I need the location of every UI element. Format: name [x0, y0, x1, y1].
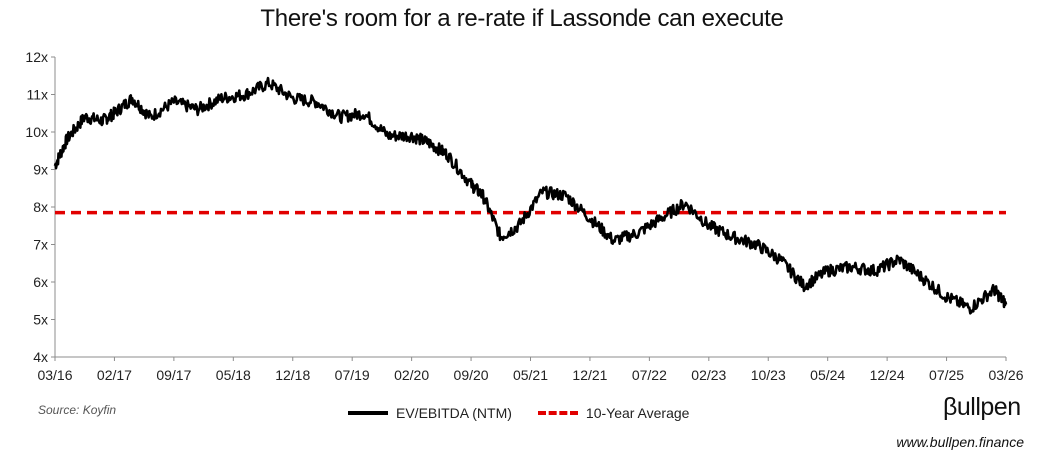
x-axis-ticks: 03/16 02/17 09/17 05/18 12/18 07/19 02/20 09/20…: [37, 357, 1024, 383]
y-axis-ticks: 4x 5x 6x 7x 8x 9x 10x 11x 12x: [25, 49, 55, 365]
x-tick-label: 12/18: [275, 367, 310, 383]
y-tick-label: 4x: [33, 349, 48, 365]
x-tick-label: 07/25: [929, 367, 964, 383]
source-note: Source: Koyfin: [38, 403, 117, 417]
chart-title: There's room for a re-rate if Lassonde c…: [260, 5, 784, 32]
y-tick-label: 10x: [25, 124, 48, 140]
x-tick-label: 09/17: [156, 367, 191, 383]
y-tick-label: 5x: [33, 312, 48, 328]
x-tick-label: 05/18: [216, 367, 251, 383]
legend-item-ev-ebitda: EV/EBITDA (NTM): [348, 405, 512, 421]
x-tick-label: 05/21: [513, 367, 548, 383]
y-tick-label: 11x: [26, 87, 48, 103]
x-tick-label: 05/24: [810, 367, 845, 383]
brand-url[interactable]: www.bullpen.finance: [896, 434, 1024, 450]
legend-label: 10-Year Average: [585, 405, 690, 421]
x-tick-label: 10/23: [751, 367, 786, 383]
x-tick-label: 12/21: [572, 367, 607, 383]
legend-swatch-solid: [348, 411, 388, 415]
legend: EV/EBITDA (NTM) 10-Year Average: [348, 405, 715, 421]
brand-logo: βullpen: [943, 393, 1021, 421]
y-tick-label: 8x: [33, 199, 48, 215]
series-lines: [53, 76, 1008, 315]
y-tick-label: 7x: [33, 237, 48, 253]
y-tick-label: 6x: [33, 274, 48, 290]
ev-ebitda-line: [53, 76, 1008, 315]
legend-item-10-year-average: 10-Year Average: [537, 405, 690, 421]
x-tick-label: 02/20: [394, 367, 429, 383]
x-tick-label: 02/23: [691, 367, 726, 383]
legend-swatch-dashed: [537, 411, 578, 415]
x-tick-label: 03/26: [988, 367, 1023, 383]
x-tick-label: 03/16: [37, 367, 72, 383]
y-tick-label: 12x: [25, 49, 48, 65]
y-tick-label: 9x: [33, 162, 48, 178]
x-tick-label: 09/20: [454, 367, 489, 383]
x-tick-label: 07/22: [632, 367, 667, 383]
legend-label: EV/EBITDA (NTM): [396, 405, 512, 421]
x-tick-label: 12/24: [870, 367, 905, 383]
x-tick-label: 07/19: [335, 367, 370, 383]
x-tick-label: 02/17: [97, 367, 132, 383]
